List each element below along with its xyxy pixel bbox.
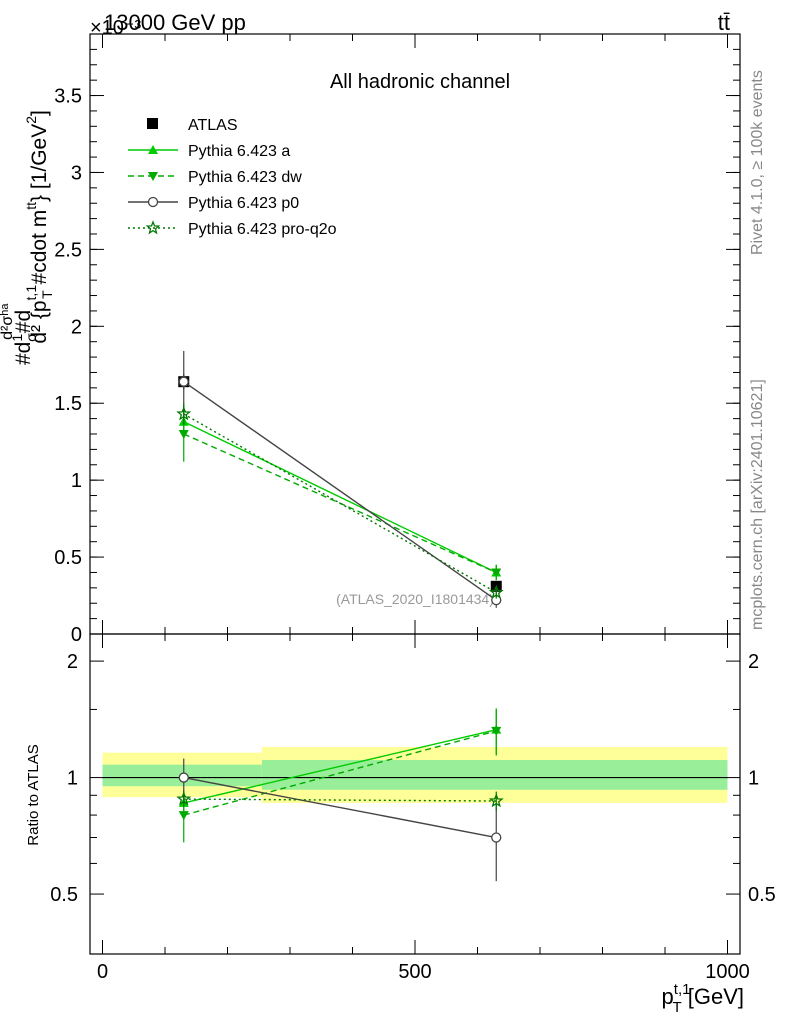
legend-label: Pythia 6.423 p0	[188, 195, 299, 212]
y-tick-label: 0	[71, 624, 82, 646]
y-tick-label: 1	[71, 470, 82, 492]
legend-entry-pythia-dw: Pythia 6.423 dw	[128, 169, 302, 186]
main-ticks: 0.5 1 1.5 2 2.5 3 3.5 0	[54, 34, 740, 646]
data-point-triangle-down	[491, 568, 502, 578]
data-point-star-open	[176, 791, 192, 806]
series-line	[183, 729, 497, 804]
legend-entry-pythia-p0: Pythia 6.423 p0	[128, 195, 299, 212]
analysis-label: (ATLAS_2020_I1801434)	[336, 591, 494, 607]
legend-entry-pythia-pro-q2o: Pythia 6.423 pro-q2o	[128, 220, 337, 238]
ratio-ticks: 0.5 0.5 1 1 2 2 0 500 1000	[50, 634, 776, 983]
series-pythia-6-423-pro-q2o	[176, 791, 504, 811]
exponent-label: ×10⁻³	[90, 17, 141, 39]
series-line	[183, 798, 497, 802]
main-y-axis-label: #d1σ#dd²σʰᵃ d² {pt,1T #cdot mtt} [1/GeV2]	[0, 110, 55, 365]
ratio-series	[176, 708, 504, 882]
series-pythia-6-423-pro-q2o	[176, 403, 504, 599]
legend-marker-triangle-down	[148, 172, 158, 181]
y-tick-label: 3.5	[54, 86, 82, 108]
x-tick-label: 500	[398, 961, 431, 983]
header-right-title: tt̄	[718, 10, 730, 35]
series-atlas	[178, 374, 502, 592]
data-point-circle-open	[178, 376, 189, 387]
data-point-star-open	[176, 406, 192, 421]
legend-label: Pythia 6.423 pro-q2o	[188, 221, 337, 238]
series-line	[183, 776, 497, 839]
ratio-y-axis-label: Ratio to ATLAS	[25, 744, 42, 845]
main-panel: All hadronic channel (ATLAS_2020_I180143…	[0, 33, 741, 646]
data-point-circle-open	[178, 772, 189, 783]
data-point-star-open	[488, 584, 504, 599]
data-point-triangle-down	[491, 726, 502, 736]
y-tick-label: 2.5	[54, 239, 82, 261]
legend-label: Pythia 6.423 a	[188, 143, 290, 160]
x-tick-label: 0	[97, 961, 108, 983]
ratio-y-tick-label-right: 2	[748, 651, 759, 673]
header-left-title: 13000 GeV pp	[104, 10, 246, 35]
ratio-bands	[102, 746, 728, 803]
series-pythia-6-423-dw	[178, 406, 502, 581]
legend-marker-triangle-up	[148, 145, 158, 154]
legend: ATLAS Pythia 6.423 a Pythia 6.423 dw Pyt…	[128, 117, 337, 238]
y-tick-label: 3	[71, 162, 82, 184]
data-point-star-open	[488, 793, 504, 808]
legend-label: Pythia 6.423 dw	[188, 169, 302, 186]
data-point-triangle-down	[178, 430, 189, 439]
ratio-y-tick-label-right: 1	[748, 768, 759, 790]
legend-entry-atlas: ATLAS	[147, 117, 238, 134]
ratio-y-tick-label: 0.5	[50, 884, 78, 906]
mcplots-watermark: mcplots.cern.ch [arXiv:2401.10621]	[749, 379, 766, 630]
legend-label: ATLAS	[188, 117, 238, 134]
y-label-text: #d1σ#dd²σʰᵃ d² {pt,1T #cdot mtt} [1/GeV2]	[0, 110, 55, 365]
y-tick-label: 2	[71, 316, 82, 338]
ratio-panel: 0.5 0.5 1 1 2 2 0 500 1000 Ratio to ATLAS	[25, 633, 776, 983]
series-pythia-6-423-a	[178, 406, 502, 581]
main-title: All hadronic channel	[330, 71, 510, 93]
legend-marker-square	[147, 118, 158, 129]
stat-band	[261, 760, 728, 790]
main-series	[176, 350, 504, 608]
data-point-circle-open	[491, 832, 502, 843]
ratio-y-tick-label: 2	[67, 651, 78, 673]
legend-marker-circle	[147, 196, 159, 208]
x-axis-label: pt,1 T [GeV]	[662, 981, 744, 1016]
series-pythia-6-423-p0	[178, 350, 502, 608]
legend-marker-star	[145, 220, 161, 235]
x-tick-label: 1000	[705, 961, 750, 983]
legend-entry-pythia-a: Pythia 6.423 a	[128, 143, 290, 160]
series-line	[183, 421, 497, 574]
y-tick-label: 1.5	[54, 393, 82, 415]
data-point-triangle-down	[178, 811, 189, 821]
ratio-y-tick-label-right: 0.5	[748, 884, 776, 906]
series-line	[183, 433, 497, 574]
rivet-watermark: Rivet 4.1.0, ≥ 100k events	[749, 70, 766, 255]
series-line	[183, 381, 497, 601]
series-line	[183, 730, 497, 816]
y-tick-label: 0.5	[54, 547, 82, 569]
ratio-y-tick-label: 1	[67, 768, 78, 790]
